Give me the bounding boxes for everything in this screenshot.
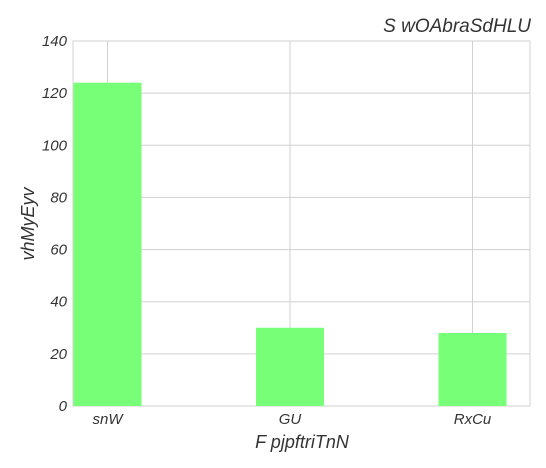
bar-snW — [73, 82, 142, 406]
x-tick-label: RxCu — [454, 411, 492, 428]
x-tick-label: GU — [279, 411, 302, 428]
chart-title: S wOAbraSdHLU — [383, 16, 531, 37]
x-tick-label: snW — [93, 411, 125, 428]
y-tick-label: 20 — [49, 346, 67, 363]
y-tick-label: 0 — [59, 398, 68, 415]
y-tick-label: 100 — [42, 137, 68, 154]
y-tick-label: 80 — [50, 189, 67, 206]
y-tick-label: 40 — [50, 294, 67, 311]
x-axis-label: F pjpftriTnN — [255, 432, 350, 452]
y-tick-label: 140 — [42, 33, 68, 50]
x-tick-labels: snW GU RxCu — [93, 411, 492, 428]
y-tick-label: 60 — [50, 242, 67, 259]
bar-GU — [256, 327, 324, 406]
y-tick-label: 120 — [42, 85, 68, 102]
y-axis-label: vhMyEyv — [18, 186, 38, 260]
bar-RxCu — [438, 333, 507, 406]
bars — [73, 82, 507, 406]
y-tick-labels: 0 20 40 60 80 100 120 140 — [42, 33, 68, 415]
